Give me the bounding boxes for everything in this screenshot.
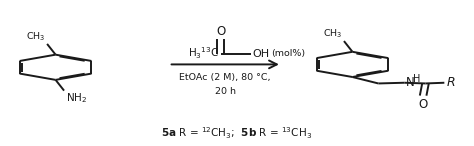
Text: H$_3$$^{13}$C: H$_3$$^{13}$C — [188, 46, 219, 61]
Text: (mol%): (mol%) — [271, 49, 305, 58]
Text: CH$_3$: CH$_3$ — [323, 27, 343, 40]
Text: R: R — [447, 76, 456, 89]
Text: N: N — [406, 75, 414, 88]
Text: EtOAc (2 M), 80 °C,: EtOAc (2 M), 80 °C, — [180, 73, 271, 82]
Text: CH$_3$: CH$_3$ — [26, 30, 46, 43]
Text: $\bf{5a}$ R = $^{12}$CH$_3$;  $\bf{5b}$ R = $^{13}$CH$_3$: $\bf{5a}$ R = $^{12}$CH$_3$; $\bf{5b}$ R… — [162, 125, 312, 141]
Text: OH: OH — [253, 49, 270, 59]
Text: 20 h: 20 h — [215, 87, 236, 96]
Text: H: H — [413, 74, 420, 84]
Text: O: O — [216, 25, 225, 38]
Text: O: O — [419, 98, 428, 111]
Text: NH$_2$: NH$_2$ — [66, 91, 88, 105]
